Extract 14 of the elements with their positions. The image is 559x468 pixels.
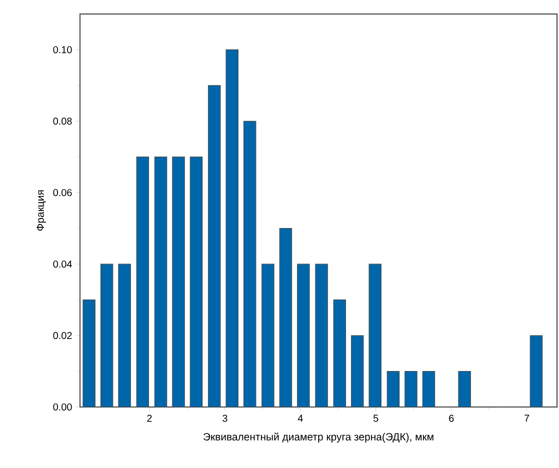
x-tick-label: 7 <box>524 414 530 422</box>
y-tick-label: 0.00 <box>53 403 72 411</box>
x-tick-label: 5 <box>374 414 378 422</box>
x-tick-label: 6 <box>449 414 454 422</box>
y-tick-label: 0.08 <box>53 118 72 125</box>
y-tick-label: 0.02 <box>53 332 72 340</box>
x-tick-label: 2 <box>147 414 152 422</box>
x-tick-label: 4 <box>298 414 303 422</box>
y-tick-label: 0.04 <box>53 260 72 268</box>
y-tick-label: 0.06 <box>53 189 72 196</box>
x-axis-title: Эквивалентный диаметр круга зерна(ЭДК), мкм <box>204 432 434 443</box>
y-tick-label: 0.10 <box>53 46 72 54</box>
x-tick-label: 3 <box>222 414 228 422</box>
y-axis-title: Фракция <box>36 190 46 231</box>
